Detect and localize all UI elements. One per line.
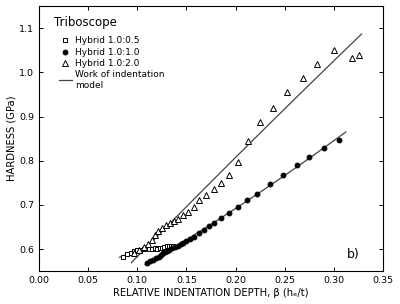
Text: b): b) [347, 247, 360, 261]
Text: Triboscope: Triboscope [54, 16, 117, 29]
Legend: Hybrid 1.0:0.5, Hybrid 1.0:1.0, Hybrid 1.0:2.0, Work of indentation
model: Hybrid 1.0:0.5, Hybrid 1.0:1.0, Hybrid 1… [57, 35, 166, 92]
X-axis label: RELATIVE INDENTATION DEPTH, β (hₑ/t): RELATIVE INDENTATION DEPTH, β (hₑ/t) [113, 288, 309, 298]
Y-axis label: HARDNESS (GPa): HARDNESS (GPa) [6, 96, 16, 181]
